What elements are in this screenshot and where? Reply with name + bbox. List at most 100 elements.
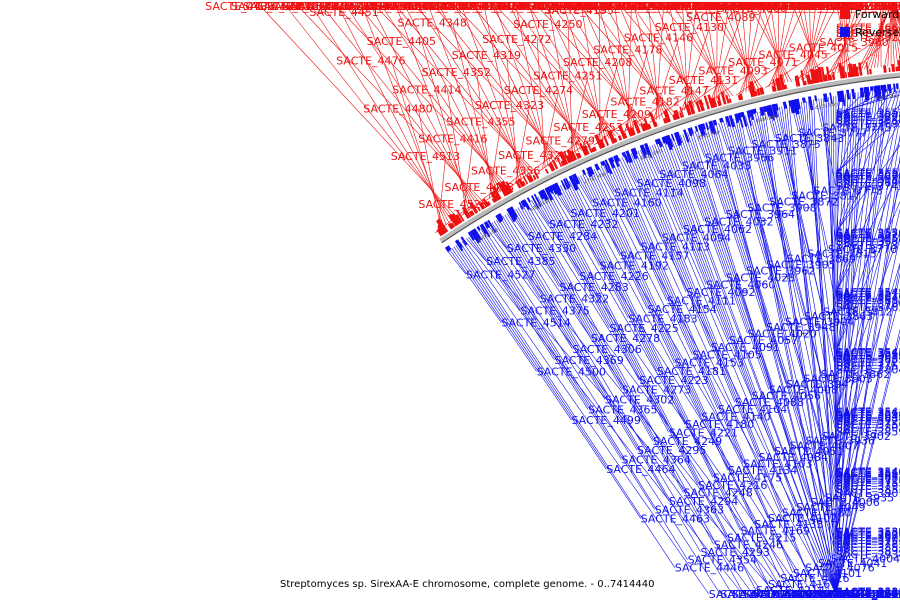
gene-label[interactable]: SACTE_3843 [775, 132, 844, 145]
gene-label[interactable]: SACTE_4141 [579, 0, 648, 13]
gene-label[interactable]: SACTE_3549 [836, 0, 900, 13]
gene-label[interactable]: SACTE_4124 [615, 0, 684, 13]
gene-label[interactable]: SACTE_4480 [363, 102, 432, 115]
gene-label[interactable]: SACTE_3901 [836, 487, 900, 500]
gene-label[interactable]: SACTE_4020 [748, 327, 817, 340]
gene-label[interactable]: SACTE_4091 [711, 341, 780, 354]
gene-label[interactable]: SACTE_4178 [593, 43, 662, 56]
gene-label[interactable]: SACTE_4101 [793, 567, 862, 580]
gene-label[interactable]: SACTE_3925 [836, 31, 900, 44]
gene-label[interactable]: SACTE_4061 [697, 0, 766, 13]
gene-label[interactable]: SACTE_3965 [738, 0, 807, 13]
gene-label[interactable]: SACTE_4270 [461, 0, 530, 13]
gene-label[interactable]: SACTE_3753 [836, 0, 900, 13]
gene-label[interactable]: SACTE_3552 [836, 107, 900, 120]
gene-label[interactable]: SACTE_3770 [828, 243, 897, 256]
gene-label[interactable]: SACTE_3862 [821, 368, 890, 381]
gene-label[interactable]: SACTE_3935 [825, 491, 894, 504]
gene-label[interactable]: SACTE_3540 [836, 466, 900, 479]
gene-label[interactable]: SACTE_3705 [836, 533, 900, 546]
gene-label[interactable]: SACTE_4231 [474, 0, 543, 13]
gene-label[interactable]: SACTE_4149 [497, 0, 566, 13]
gene-label[interactable]: SACTE_4166 [795, 588, 864, 600]
gene-label[interactable]: SACTE_4214 [756, 584, 825, 597]
gene-label[interactable]: SACTE_3844 [836, 588, 900, 600]
gene-label[interactable]: SACTE_4265 [399, 0, 468, 13]
gene-label[interactable]: SACTE_3958 [808, 0, 877, 13]
gene-label[interactable]: SACTE_3873 [836, 27, 900, 40]
gene-label[interactable]: SACTE_3773 [813, 185, 882, 198]
gene-label[interactable]: SACTE_4296 [342, 0, 411, 13]
gene-label[interactable]: SACTE_4195 [545, 4, 614, 17]
gene-label[interactable]: SACTE_4416 [418, 132, 487, 145]
gene-label[interactable]: SACTE_4137 [551, 0, 620, 13]
gene-label[interactable]: SACTE_4107 [578, 0, 647, 13]
gene-label[interactable]: SACTE_3588 [836, 109, 900, 122]
gene-label[interactable]: SACTE_4464 [606, 463, 675, 476]
gene-label[interactable]: SACTE_3721 [836, 415, 900, 428]
gene-label[interactable]: SACTE_4075 [619, 0, 688, 13]
gene-label[interactable]: SACTE_4278 [591, 332, 660, 345]
gene-label[interactable]: SACTE_3666 [836, 588, 900, 600]
gene-label[interactable]: SACTE_4183 [628, 312, 697, 325]
gene-label[interactable]: SACTE_4410 [742, 588, 811, 600]
gene-label[interactable]: SACTE_4089 [686, 11, 755, 24]
gene-label[interactable]: SACTE_4145 [609, 0, 678, 13]
gene-label[interactable]: SACTE_4307 [363, 0, 432, 13]
gene-label[interactable]: SACTE_3561 [836, 407, 900, 420]
gene-label[interactable]: SACTE_4079 [640, 0, 709, 13]
gene-label[interactable]: SACTE_4309 [407, 0, 476, 13]
gene-label[interactable]: SACTE_3757 [836, 360, 900, 373]
gene-label[interactable]: SACTE_4106 [566, 0, 635, 13]
gene-label[interactable]: SACTE_3544 [836, 406, 900, 419]
gene-label[interactable]: SACTE_3845 [836, 0, 900, 13]
gene-label[interactable]: SACTE_4168 [544, 0, 613, 13]
gene-label[interactable]: SACTE_4330 [507, 242, 576, 255]
gene-label[interactable]: SACTE_4084 [759, 451, 828, 464]
gene-label[interactable]: SACTE_3641 [836, 469, 900, 482]
gene-label[interactable]: SACTE_4364 [622, 453, 691, 466]
gene-label[interactable]: SACTE_4302 [605, 393, 674, 406]
gene-label[interactable]: SACTE_4233 [803, 588, 872, 600]
gene-label[interactable]: SACTE_3823 [836, 0, 900, 13]
gene-label[interactable]: SACTE_3566 [836, 347, 900, 360]
gene-label[interactable]: SACTE_4016 [695, 0, 764, 13]
gene-label[interactable]: SACTE_4007 [790, 440, 859, 453]
gene-label[interactable]: SACTE_3782 [836, 538, 900, 551]
gene-label[interactable]: SACTE_3848 [836, 588, 900, 600]
gene-label[interactable]: SACTE_4076 [805, 562, 874, 575]
gene-label[interactable]: SACTE_4352 [422, 66, 491, 79]
gene-label[interactable]: SACTE_4310 [429, 0, 498, 13]
gene-label[interactable]: SACTE_4182 [610, 96, 679, 109]
gene-label[interactable]: SACTE_3625 [836, 0, 900, 13]
gene-label[interactable]: SACTE_3714 [836, 0, 900, 13]
gene-label[interactable]: SACTE_4034 [732, 0, 801, 13]
gene-label[interactable]: SACTE_4006 [810, 496, 879, 509]
gene-label[interactable]: SACTE_3626 [836, 230, 900, 243]
gene-label[interactable]: SACTE_4248 [683, 487, 752, 500]
gene-label[interactable]: SACTE_4356 [471, 165, 540, 178]
gene-label[interactable]: SACTE_3693 [836, 118, 900, 131]
gene-label[interactable]: SACTE_3990 [755, 0, 824, 13]
gene-label[interactable]: SACTE_3904 [785, 315, 854, 328]
gene-label[interactable]: SACTE_3658 [836, 114, 900, 127]
gene-label[interactable]: SACTE_3551 [836, 167, 900, 180]
gene-label[interactable]: SACTE_4226 [579, 270, 648, 283]
gene-label[interactable]: SACTE_4528 [418, 198, 487, 211]
gene-label[interactable]: SACTE_3545 [836, 346, 900, 359]
gene-label[interactable]: SACTE_3554 [836, 586, 900, 599]
gene-label[interactable]: SACTE_4499 [572, 414, 641, 427]
gene-label[interactable]: SACTE_3896 [835, 0, 900, 13]
gene-label[interactable]: SACTE_4066 [718, 2, 787, 15]
gene-label[interactable]: SACTE_4012 [781, 0, 850, 13]
gene-label[interactable]: SACTE_4308 [385, 0, 454, 13]
gene-label[interactable]: SACTE_3812 [823, 306, 892, 319]
gene-label[interactable]: SACTE_3689 [836, 235, 900, 248]
gene-label[interactable]: SACTE_4230 [455, 0, 524, 13]
gene-label[interactable]: SACTE_4113 [641, 240, 710, 253]
gene-label[interactable]: SACTE_4062 [683, 223, 752, 236]
gene-label[interactable]: SACTE_4431 [205, 0, 274, 13]
gene-label[interactable]: SACTE_4414 [392, 84, 461, 97]
gene-label[interactable]: SACTE_4028 [726, 271, 795, 284]
gene-label[interactable]: SACTE_3631 [836, 588, 900, 600]
